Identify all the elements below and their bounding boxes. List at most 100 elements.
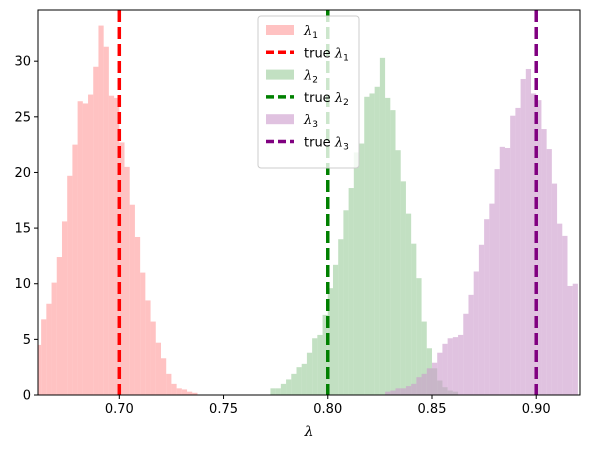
y-tick-label: 15 [14,222,31,237]
histogram-bar-lambda3 [463,313,469,395]
histogram-bar-lambda3 [385,391,391,395]
histogram-bar-lambda3 [494,169,500,395]
histogram-bar-lambda3 [551,183,558,395]
histogram-bar-lambda2 [296,367,302,395]
legend-entry-label: true λ1 [304,46,349,63]
histogram-bar-lambda1 [176,388,182,395]
axes-frame [37,9,581,396]
histogram-bar-lambda3 [405,386,412,395]
histogram-bar-lambda3 [557,223,563,395]
histogram-bar-lambda2 [332,264,339,395]
histogram-bar-lambda2 [312,338,318,395]
histogram-bar-lambda2 [343,210,349,395]
histogram-bar-lambda3 [536,100,542,395]
histogram-bar-lambda3 [416,377,422,395]
histogram-bar-lambda3 [489,203,495,395]
legend-entry-label: λ2 [303,69,318,86]
histogram-bar-lambda3 [395,388,401,395]
histogram-bar-lambda3 [515,107,521,395]
histogram-bar-lambda1 [93,66,99,395]
histogram-bar-lambda1 [155,342,161,395]
histogram-bar-lambda1 [82,103,89,395]
histogram-bar-lambda3 [442,343,448,395]
histogram-bar-lambda2 [369,93,375,395]
histogram-bar-lambda1 [129,204,135,395]
histogram-bar-lambda3 [520,78,526,395]
y-tick-label: 5 [23,333,31,348]
histogram-bar-lambda3 [468,294,474,395]
histogram-bar-lambda1 [77,101,83,395]
histogram-bar-lambda3 [447,338,453,395]
histogram-bar-lambda3 [452,337,459,395]
histogram-bar-lambda2 [421,321,427,395]
histogram-bar-lambda2 [317,334,323,395]
histogram-bar-lambda3 [510,115,516,395]
y-axis-ticks: 0 5 10 15 20 25 30 [14,55,38,404]
histogram-bar-lambda3 [431,362,438,395]
histogram-bar-lambda1 [160,358,167,395]
histogram-bar-lambda2 [301,363,307,395]
legend-entry-label: λ1 [303,24,318,41]
histogram-bar-lambda1 [41,319,47,395]
histogram-bar-lambda3 [400,388,406,395]
x-tick-label: 0.80 [313,402,342,417]
y-tick-label: 30 [14,55,31,70]
y-tick-label: 10 [14,277,31,292]
legend-entry-label: λ3 [303,113,318,130]
histogram-bar-lambda3 [458,334,464,395]
histogram-bar-lambda3 [478,244,485,395]
histogram-bar-lambda3 [390,390,396,395]
histogram-bar-lambda2 [280,383,287,395]
legend-patch-handle [266,25,294,35]
histogram-bar-lambda1 [103,46,109,395]
histogram-bar-lambda2 [275,388,281,395]
histogram-bar-lambda1 [140,272,146,395]
histogram-bar-lambda2 [322,314,328,395]
histogram-bar-lambda2 [385,97,391,395]
histogram-bar-lambda1 [119,142,125,395]
histogram-bar-lambda1 [108,95,115,395]
histogram-bar-lambda3 [499,146,505,395]
histogram-bar-lambda3 [411,383,417,395]
x-tick-label: 0.90 [522,402,551,417]
legend-patch-handle [266,114,294,125]
histogram-bar-lambda1 [145,300,151,395]
legend-patch-handle [266,69,294,80]
histogram-bar-lambda2 [374,86,380,395]
histogram-bar-lambda3 [567,285,573,395]
histogram-bar-lambda1 [38,344,42,395]
legend-entry-label: true λ3 [304,136,349,153]
histogram-bar-lambda1 [181,389,188,395]
plot-area [38,10,578,395]
histogram-bar-lambda1 [46,303,52,395]
histogram-bar-lambda2 [338,239,344,395]
legend-entry-label: true λ2 [304,91,349,108]
histogram-bar-lambda1 [150,321,156,395]
histogram-bar-lambda2 [400,181,406,395]
histogram-bar-lambda2 [353,152,360,395]
histogram-bar-lambda2 [411,243,417,395]
histogram-bar-lambda3 [546,149,552,395]
x-tick-label: 0.85 [418,402,447,417]
histogram-bar-lambda2 [327,288,333,395]
histogram-bar-lambda3 [426,368,432,395]
histogram-bar-lambda3 [484,219,490,395]
y-tick-label: 25 [14,110,31,125]
x-tick-label: 0.70 [105,402,134,417]
histogram-bar-lambda1 [192,392,198,395]
histogram-bar-lambda1 [51,282,57,395]
histogram-bar-lambda3 [473,271,479,395]
histogram-bar-lambda1 [67,175,73,395]
x-axis-ticks: 0.70 0.75 0.80 0.85 0.90 [105,395,551,417]
histogram-bar-lambda1 [134,236,141,395]
histogram-bar-lambda2 [306,352,313,395]
histogram-bar-lambda2 [286,379,292,395]
histogram-bar-lambda2 [379,57,386,395]
histogram-bar-lambda3 [437,352,443,395]
histogram-bar-lambda1 [88,94,94,395]
x-axis-label: λ [304,424,314,440]
histogram-bar-lambda2 [291,373,297,395]
histogram-bar-lambda1 [98,25,104,395]
histogram-bar-lambda1 [72,144,78,395]
